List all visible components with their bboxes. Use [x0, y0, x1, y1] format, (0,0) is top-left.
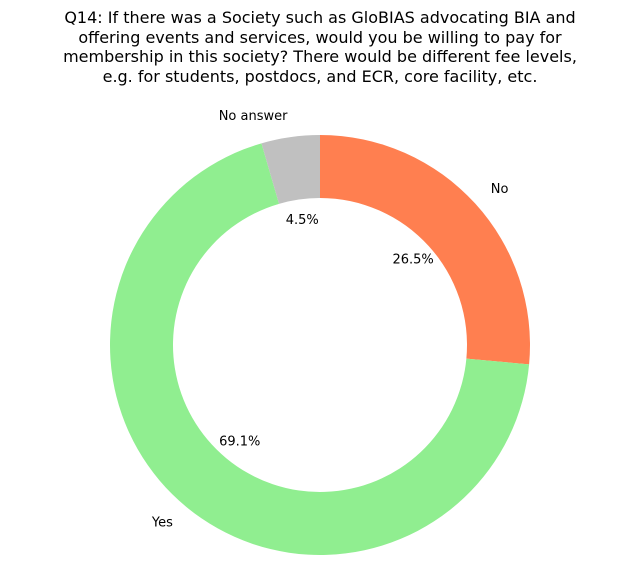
slice-label: No: [491, 182, 509, 197]
slice-label: Yes: [151, 516, 173, 531]
donut-slices: [110, 135, 530, 556]
donut-slice-no: [320, 135, 530, 365]
slice-percent-label: 69.1%: [219, 435, 260, 450]
slice-label: No answer: [219, 109, 288, 124]
slice-percent-label: 4.5%: [286, 213, 319, 228]
slice-percent-label: 26.5%: [392, 253, 433, 268]
donut-slice-no-answer: [261, 135, 320, 204]
donut-slice-yes: [110, 143, 530, 556]
donut-labels: No 26.5% Yes 69.1% No answer 4.5%: [151, 109, 509, 531]
chart-title: Q14: If there was a Society such as GloB…: [63, 8, 577, 86]
